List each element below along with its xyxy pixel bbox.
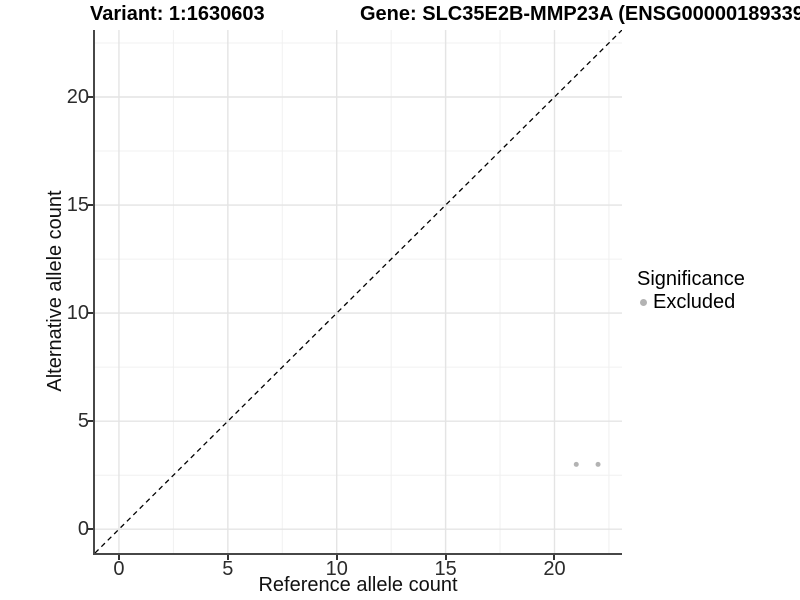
x-axis-title: Reference allele count [258, 574, 458, 596]
x-tick-label: 20 [543, 558, 566, 580]
legend: Significance Excluded [637, 267, 745, 313]
data-point [595, 461, 601, 467]
data-point [573, 461, 579, 467]
y-axis-title: Alternative allele count [44, 190, 66, 392]
x-tick-label: 5 [222, 558, 234, 580]
excluded-point-icon [640, 298, 647, 306]
x-tick-label: 0 [113, 558, 125, 580]
y-tick-label: 20 [66, 85, 89, 108]
legend-title: Significance [637, 268, 745, 290]
plot-panel [93, 30, 622, 555]
x-tick-mark [226, 555, 229, 560]
legend-entry-excluded: Excluded [637, 291, 745, 313]
x-tick-mark [553, 555, 556, 560]
x-tick-mark [117, 555, 120, 560]
plot-canvas [95, 30, 622, 553]
y-tick-label: 0 [77, 518, 89, 541]
y-tick-label: 5 [77, 410, 89, 433]
y-tick-label: 15 [66, 194, 89, 217]
x-tick-mark [335, 555, 338, 560]
x-tick-mark [444, 555, 447, 560]
gene-title: Gene: SLC35E2B-MMP23A (ENSG00000189339 [360, 3, 800, 25]
identity-line [95, 30, 622, 553]
y-tick-label: 10 [66, 302, 89, 325]
legend-entry-label: Excluded [653, 291, 736, 313]
variant-title: Variant: 1:1630603 [90, 3, 265, 25]
